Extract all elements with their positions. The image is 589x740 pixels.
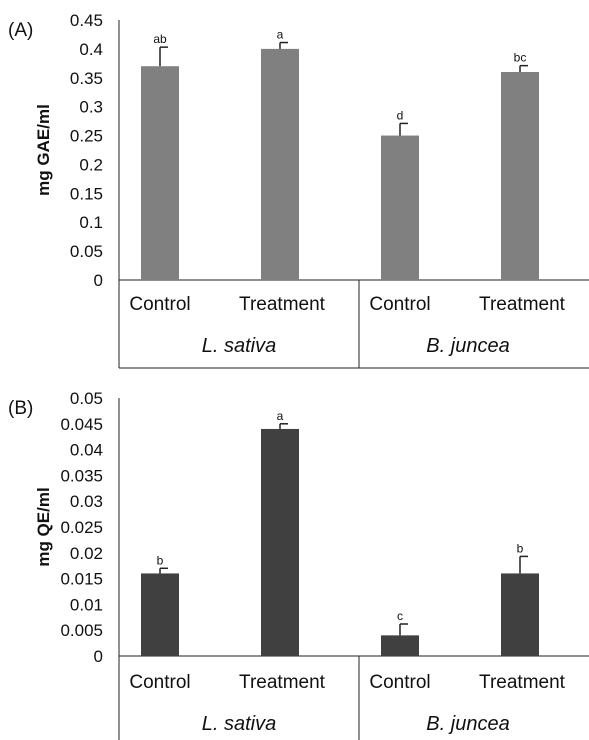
significance-letter: d <box>397 108 404 122</box>
bar <box>141 573 179 656</box>
category-label: Treatment <box>239 672 326 693</box>
y-tick-label: 0.035 <box>60 466 103 485</box>
y-tick-label: 0.005 <box>60 621 103 640</box>
y-tick-label: 0.4 <box>79 40 103 59</box>
y-tick-label: 0.04 <box>70 441 103 460</box>
bar <box>501 573 539 656</box>
category-label: Control <box>369 672 430 693</box>
bar <box>381 135 419 280</box>
y-tick-label: 0.1 <box>79 213 103 232</box>
significance-letter: b <box>517 541 524 555</box>
y-tick-label: 0.25 <box>70 127 103 146</box>
panel-label: (B) <box>8 398 33 419</box>
significance-letter: bc <box>514 51 527 65</box>
group-label: B. juncea <box>426 335 509 357</box>
y-tick-label: 0 <box>94 271 103 290</box>
y-axis-title: mg GAE/ml <box>34 104 53 196</box>
y-tick-label: 0.01 <box>70 595 103 614</box>
panel-label: (A) <box>8 20 33 41</box>
bar <box>261 48 299 281</box>
y-tick-label: 0.05 <box>70 242 103 261</box>
y-tick-label: 0.15 <box>70 184 103 203</box>
y-tick-label: 0 <box>94 647 103 666</box>
significance-letter: c <box>397 609 403 623</box>
category-label: Treatment <box>239 294 326 315</box>
y-tick-label: 0.015 <box>60 570 103 589</box>
category-label: Treatment <box>479 294 566 315</box>
category-label: Treatment <box>479 672 566 693</box>
significance-letter: ab <box>153 32 167 46</box>
y-tick-label: 0.45 <box>70 11 103 30</box>
y-tick-label: 0.025 <box>60 518 103 537</box>
significance-letter: a <box>277 409 284 423</box>
category-label: Control <box>129 672 190 693</box>
category-label: Control <box>369 294 430 315</box>
y-tick-label: 0.2 <box>79 155 103 174</box>
group-label: L. sativa <box>202 713 276 735</box>
y-tick-label: 0.3 <box>79 98 103 117</box>
bar <box>501 72 539 280</box>
group-label: L. sativa <box>202 335 276 357</box>
y-axis-title: mg QE/ml <box>34 487 53 566</box>
significance-letter: b <box>157 553 164 567</box>
bar <box>381 635 419 656</box>
y-tick-label: 0.02 <box>70 544 103 563</box>
y-tick-label: 0.35 <box>70 69 103 88</box>
y-tick-label: 0.05 <box>70 389 103 408</box>
category-label: Control <box>129 294 190 315</box>
significance-letter: a <box>277 28 284 42</box>
group-label: B. juncea <box>426 713 509 735</box>
y-tick-label: 0.03 <box>70 492 103 511</box>
bar <box>141 66 179 280</box>
bar <box>261 428 299 656</box>
y-tick-label: 0.045 <box>60 415 103 434</box>
